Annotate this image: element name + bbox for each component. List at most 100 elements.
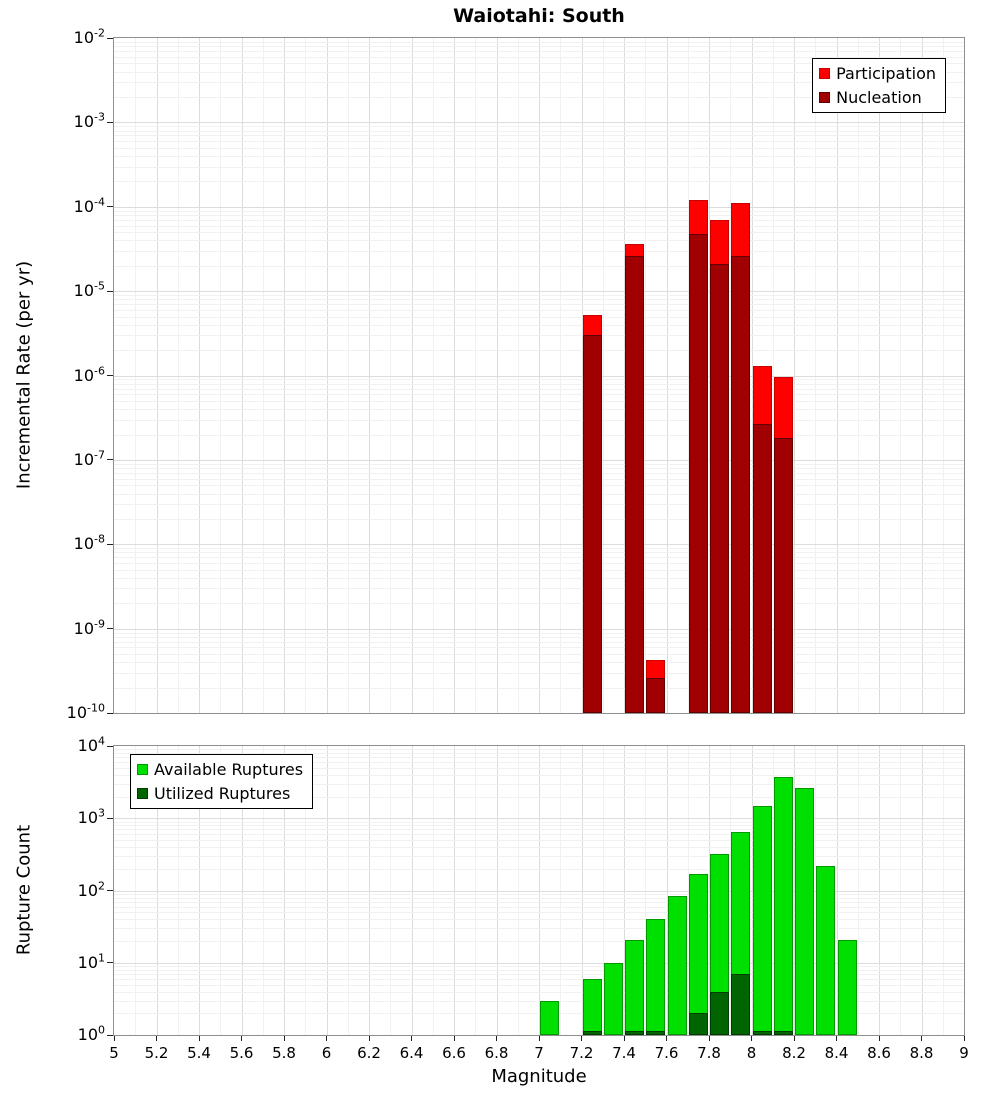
gridline <box>114 628 964 630</box>
x-tick-label: 7 <box>534 1044 544 1062</box>
gridline <box>114 350 964 352</box>
x-tick <box>708 1036 710 1041</box>
gridline <box>114 518 964 520</box>
gridline <box>114 166 964 168</box>
gridline <box>114 577 964 579</box>
x-tick-label: 8.2 <box>782 1044 806 1062</box>
gridline <box>114 122 964 124</box>
x-tick <box>368 1036 370 1041</box>
gridline <box>114 654 964 655</box>
gridline <box>114 672 964 674</box>
x-tick <box>326 1036 327 1041</box>
y-tick-label: 10-9 <box>73 617 105 638</box>
x-tick-label: 6.6 <box>442 1044 466 1062</box>
bar-available-ruptures <box>688 873 708 1035</box>
x-tick <box>411 1036 412 1041</box>
legend-label-participation: Participation <box>836 64 936 83</box>
bar-available-ruptures <box>646 919 666 1035</box>
gridline <box>114 796 964 798</box>
legend-label-available-ruptures: Available Ruptures <box>154 760 304 779</box>
gridline <box>114 563 964 564</box>
gridline <box>114 767 964 769</box>
gridline <box>114 219 964 221</box>
bar-utilized-ruptures <box>646 1031 666 1035</box>
gridline <box>114 147 964 149</box>
x-tick <box>581 1036 582 1041</box>
bar-available-ruptures <box>795 788 815 1035</box>
gridline <box>114 63 964 65</box>
bar-utilized-ruptures <box>731 973 751 1035</box>
bar-available-ruptures <box>752 805 772 1035</box>
gridline <box>114 51 964 53</box>
gridline <box>114 847 964 848</box>
y-tick-label: 10-8 <box>73 532 105 554</box>
x-tick <box>751 1036 752 1041</box>
y-tick <box>107 890 113 891</box>
gridline <box>114 309 964 311</box>
bar-utilized-ruptures <box>773 1031 793 1035</box>
y-tick-label: 102 <box>77 879 105 900</box>
gridline <box>114 552 964 554</box>
bar-utilized-ruptures <box>582 1031 602 1035</box>
gridline <box>114 232 964 234</box>
x-tick-label: 7.2 <box>569 1044 594 1062</box>
gridline <box>114 840 964 841</box>
bar-nucleation <box>752 423 772 713</box>
gridline <box>114 821 964 823</box>
gridline <box>114 335 964 337</box>
x-tick-label: 8.8 <box>909 1044 934 1062</box>
gridline <box>114 962 964 964</box>
x-tick-label: 9 <box>959 1044 969 1062</box>
y-tick <box>107 543 113 545</box>
legend-label-utilized-ruptures: Utilized Ruptures <box>154 784 291 803</box>
gridline <box>114 383 964 385</box>
gridline <box>114 291 964 293</box>
gridline <box>114 375 964 377</box>
count-plot-area: Available Ruptures Utilized Ruptures <box>113 745 965 1036</box>
bar-available-ruptures <box>667 896 687 1035</box>
gridline <box>114 897 964 899</box>
gridline <box>114 978 964 980</box>
gridline <box>114 400 964 402</box>
gridline <box>114 472 964 474</box>
x-tick-label: 5.2 <box>144 1044 169 1062</box>
bar-utilized-ruptures <box>752 1031 772 1035</box>
gridline <box>114 130 964 132</box>
gridline <box>114 388 964 390</box>
gridline <box>114 966 964 968</box>
y-tick <box>107 206 113 208</box>
gridline <box>114 991 964 993</box>
bar-nucleation <box>646 678 666 713</box>
gridline <box>114 324 964 326</box>
gridline <box>114 928 964 930</box>
gridline <box>114 834 964 836</box>
gridline <box>114 912 964 914</box>
gridline <box>114 1013 964 1015</box>
gridline <box>114 478 964 480</box>
x-tick-label: 6.2 <box>357 1044 381 1062</box>
gridline <box>114 141 964 143</box>
gridline <box>114 434 964 436</box>
y-tick-label: 10-2 <box>73 26 105 47</box>
legend-item-utilized-ruptures: Utilized Ruptures <box>137 784 303 803</box>
x-tick-label: 6.4 <box>399 1044 424 1062</box>
bar-available-ruptures <box>837 939 857 1035</box>
bar-nucleation <box>582 335 602 713</box>
bottom-y-axis-label: Rupture Count <box>13 824 35 956</box>
x-tick-label: 8.4 <box>824 1044 849 1062</box>
y-tick <box>107 290 113 292</box>
gridline <box>114 969 964 971</box>
bar-available-ruptures <box>540 1000 560 1035</box>
count-legend: Available Ruptures Utilized Ruptures <box>130 754 314 809</box>
x-tick <box>496 1036 497 1041</box>
legend-label-nucleation: Nucleation <box>836 88 922 107</box>
legend-item-participation: Participation <box>819 64 936 83</box>
x-tick-label: 5.8 <box>272 1044 296 1062</box>
gridline <box>114 316 964 318</box>
rate-legend: Participation Nucleation <box>812 58 946 113</box>
x-tick <box>921 1036 922 1041</box>
x-tick <box>793 1036 795 1041</box>
gridline <box>114 984 964 986</box>
gridline <box>114 603 964 605</box>
x-tick <box>836 1036 837 1041</box>
